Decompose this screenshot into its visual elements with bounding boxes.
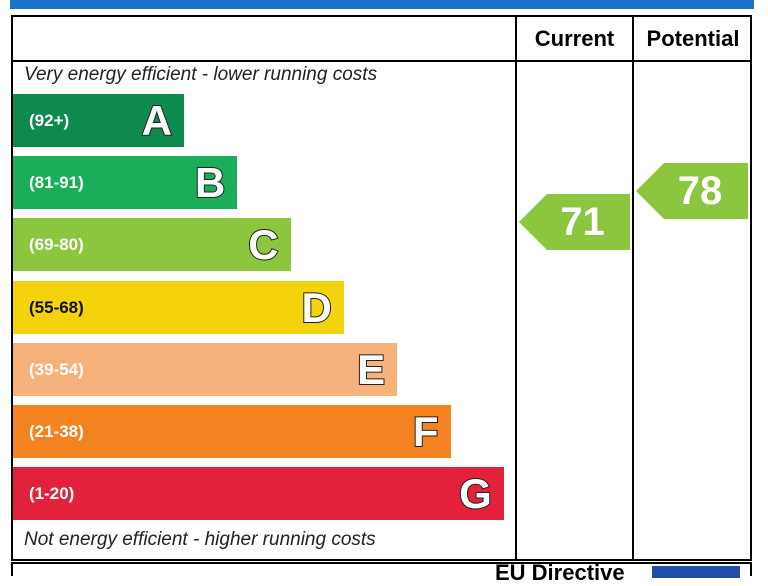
band-g: (1-20) G: [13, 467, 504, 521]
band-d: (55-68) D: [13, 280, 344, 334]
current-column-divider: [515, 15, 517, 561]
band-letter: A: [141, 96, 173, 145]
top-caption: Very energy efficient - lower running co…: [24, 64, 378, 85]
band-letter: F: [412, 407, 440, 456]
current-rating-value: 71: [560, 199, 605, 244]
bottom-caption: Not energy efficient - higher running co…: [24, 529, 376, 550]
potential-rating-arrow: 78: [636, 162, 748, 219]
band-e: (39-54) E: [13, 342, 398, 396]
band-range-label: (81-91): [29, 173, 84, 193]
band-b: (81-91) B: [13, 156, 238, 210]
band-range-label: (39-54): [29, 359, 84, 379]
potential-arrow-shape: [636, 162, 748, 219]
band-c: (69-80) C: [13, 218, 291, 272]
header-divider: [11, 60, 752, 62]
band-letter: E: [356, 345, 386, 394]
band-letter: G: [458, 469, 493, 518]
band-range-label: (92+): [29, 111, 70, 130]
band-range-label: (21-38): [29, 422, 84, 441]
current-arrow-shape: [519, 193, 630, 250]
potential-rating-value: 78: [677, 168, 723, 213]
current-rating-arrow: 71: [519, 193, 630, 250]
band-range-label: (55-68): [29, 297, 84, 317]
footer-text: EU Directive: [495, 560, 625, 585]
band-range-label: (1-20): [29, 484, 75, 504]
band-f: (21-38) F: [13, 405, 451, 458]
top-accent-bar: [10, 0, 754, 9]
current-column-header: Current: [534, 26, 615, 51]
eu-flag-icon: [652, 566, 740, 578]
band-range-label: (69-80): [29, 235, 84, 255]
potential-column-header: Potential: [646, 26, 740, 51]
band-letter: C: [247, 220, 279, 269]
footer-strip: [11, 562, 752, 576]
band-letter: D: [301, 283, 333, 332]
band-letter: B: [194, 158, 226, 207]
chart-frame: [11, 15, 752, 561]
band-a: (92+) A: [13, 94, 184, 147]
potential-column-divider: [632, 15, 634, 561]
